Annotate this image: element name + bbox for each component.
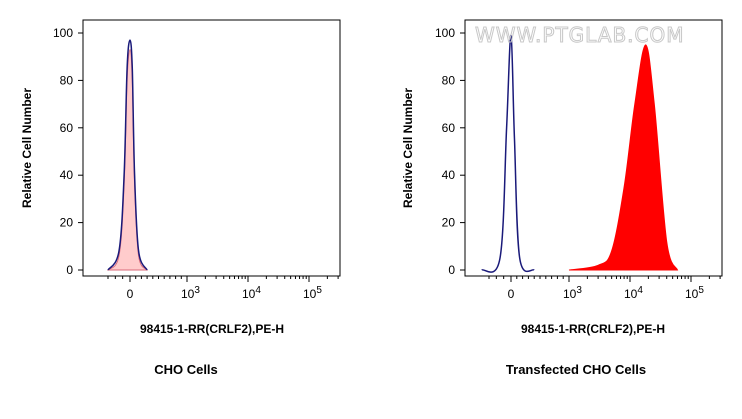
plot-frame-left <box>82 19 341 277</box>
x-tick-label: 103 <box>181 285 200 301</box>
x-tick-label: 0 <box>508 287 515 301</box>
watermark: WWW.PTGLAB.COM <box>475 23 685 47</box>
x-tick-label: 105 <box>685 285 704 301</box>
tick-marks-left: 0 20 40 60 80 100 0 103 104 105 <box>53 26 339 301</box>
y-tick-label: 60 <box>60 121 74 135</box>
y-tick-label: 60 <box>442 121 456 135</box>
histogram-marks-left <box>106 39 148 271</box>
y-tick-label: 40 <box>60 168 74 182</box>
y-tick-label: 20 <box>60 216 74 230</box>
y-axis-label-left: Relative Cell Number <box>20 88 34 208</box>
caption-right: Transfected CHO Cells <box>506 362 646 377</box>
control-histogram-outline <box>107 39 148 271</box>
x-tick-label: 105 <box>303 285 322 301</box>
x-tick-label: 104 <box>242 285 261 301</box>
plot-frame-right <box>464 19 723 277</box>
caption-left: CHO Cells <box>154 362 218 377</box>
sample-histogram <box>568 44 679 271</box>
y-tick-label: 40 <box>442 168 456 182</box>
x-tick-label: 0 <box>127 287 134 301</box>
y-tick-label: 20 <box>442 216 456 230</box>
x-axis-label-right: 98415-1-RR(CRLF2),PE-H <box>521 322 665 336</box>
panel-transfected-cho-cells: 0 20 40 60 80 100 0 103 104 105 Relative Cell Num… <box>401 19 723 377</box>
x-tick-label: 104 <box>624 285 643 301</box>
histogram-marks-right <box>481 34 679 273</box>
panel-cho-cells: 0 20 40 60 80 100 0 103 104 105 Relative Cell Num… <box>20 19 341 377</box>
x-tick-label: 103 <box>563 285 582 301</box>
y-tick-label: 100 <box>435 26 455 40</box>
x-axis-label-left: 98415-1-RR(CRLF2),PE-H <box>140 322 284 336</box>
y-tick-label: 0 <box>66 263 73 277</box>
y-axis-label-right: Relative Cell Number <box>401 88 415 208</box>
y-tick-label: 80 <box>60 73 74 87</box>
sample-histogram <box>106 49 148 271</box>
tick-marks-right: 0 20 40 60 80 100 0 103 104 105 <box>435 26 721 301</box>
y-tick-label: 80 <box>442 73 456 87</box>
y-tick-label: 0 <box>448 263 455 277</box>
control-histogram-outline <box>481 34 535 273</box>
y-tick-label: 100 <box>53 26 73 40</box>
